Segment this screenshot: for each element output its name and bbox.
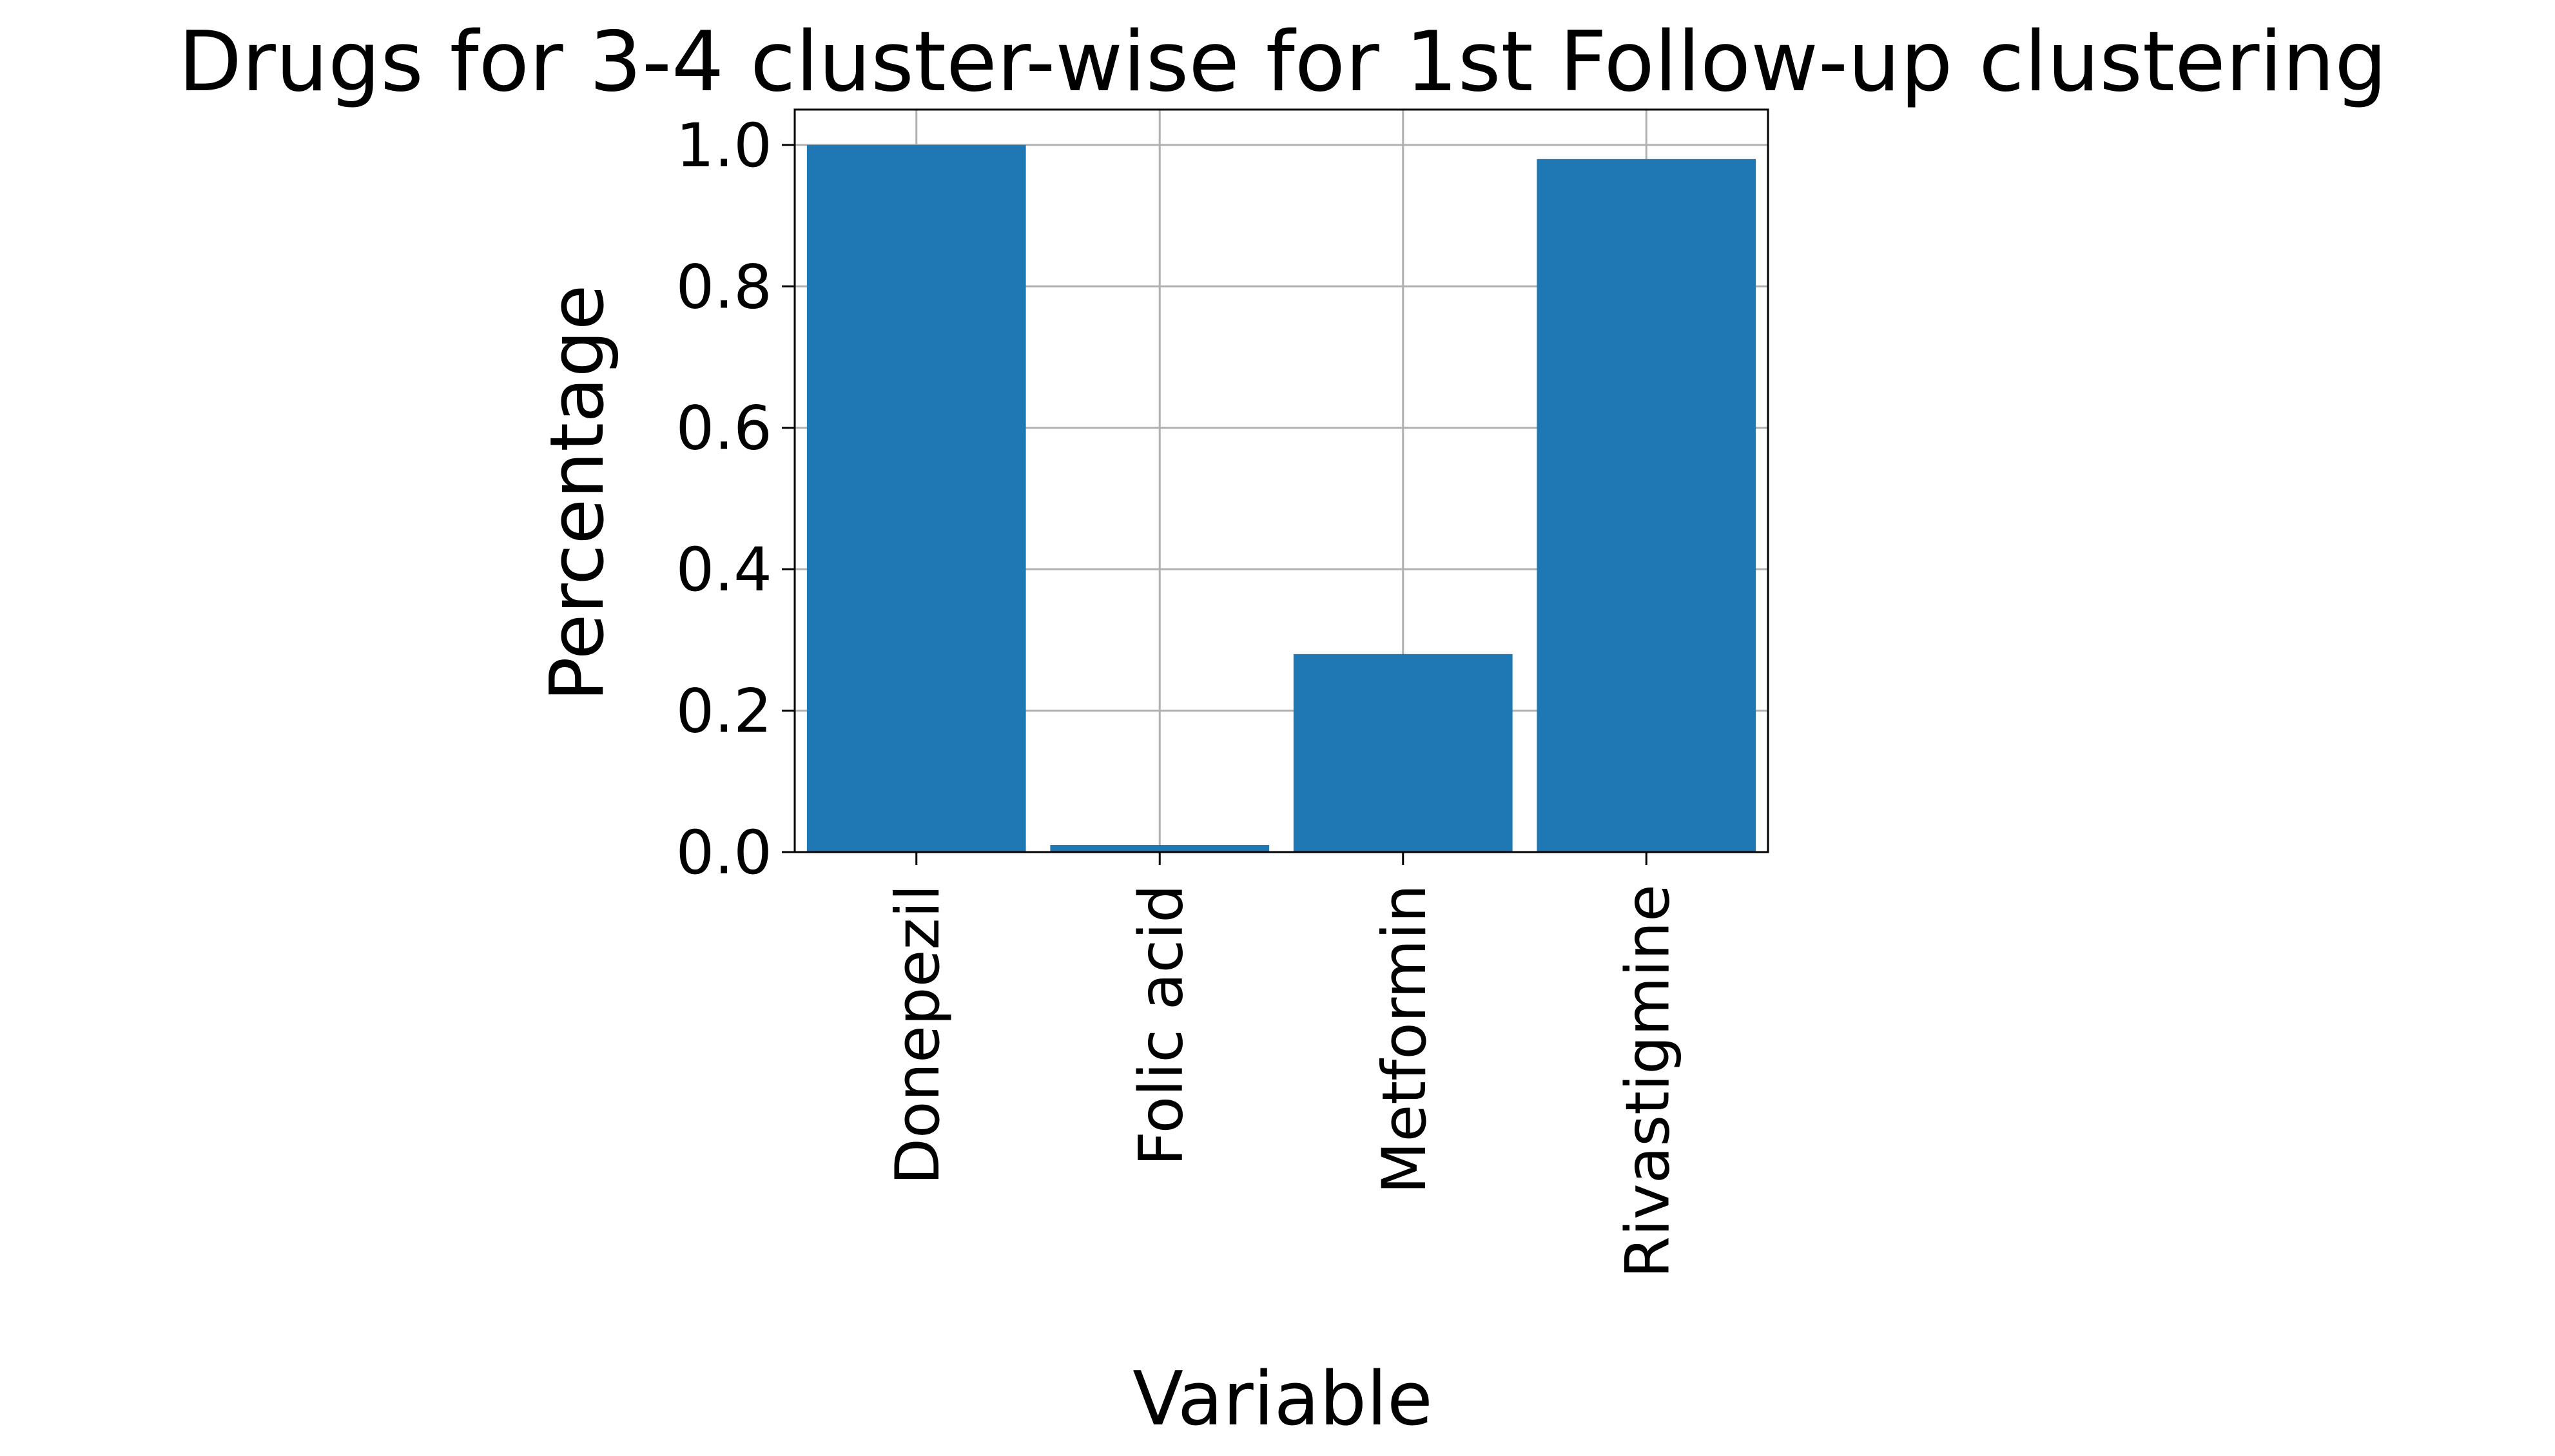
x-tick-label: Rivastigmine — [1613, 884, 1683, 1278]
y-axis-label: Percentage — [534, 285, 621, 702]
plot-frame — [793, 108, 1769, 853]
x-tick-label: Folic acid — [1126, 884, 1196, 1166]
bar-folic-acid — [1050, 845, 1270, 852]
x-tick-label: Metformin — [1370, 884, 1440, 1194]
y-tick-label: 0.8 — [676, 252, 773, 322]
x-tick-label: Donepezil — [883, 884, 953, 1185]
bar-rivastigmine — [1537, 159, 1756, 852]
chart-title: Drugs for 3-4 cluster-wise for 1st Follo… — [179, 14, 2387, 110]
y-ticks: 0.0 0.2 0.4 0.6 0.8 1.0 — [676, 111, 795, 888]
y-tick-label: 0.2 — [676, 677, 773, 747]
x-axis-label: Variable — [1132, 1356, 1433, 1442]
y-tick-label: 1.0 — [676, 111, 773, 181]
x-ticks: Donepezil Folic acid Metformin Rivastigmine — [883, 852, 1683, 1278]
y-tick-label: 0.4 — [676, 535, 773, 605]
bar-metformin — [1293, 654, 1513, 852]
bar-donepezil — [806, 144, 1026, 852]
y-tick-label: 0.0 — [676, 818, 773, 888]
bars-layer — [806, 144, 1756, 852]
y-tick-label: 0.6 — [676, 394, 773, 464]
